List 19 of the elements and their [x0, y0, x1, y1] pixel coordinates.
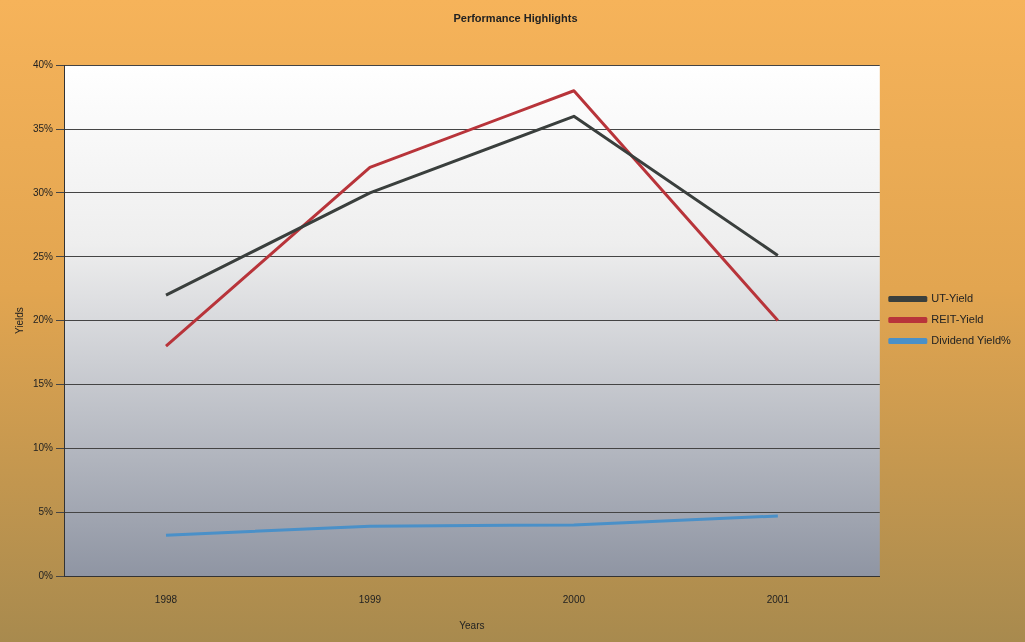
y-tick-label: 35%	[33, 122, 54, 134]
y-tick-label: 10%	[33, 442, 54, 454]
legend-label: REIT-Yield	[931, 313, 984, 326]
y-tick-label: 40%	[33, 58, 54, 70]
x-axis-title: Years	[459, 619, 485, 631]
x-tick-label: 1998	[154, 593, 178, 605]
legend-label: Dividend Yield%	[931, 334, 1012, 347]
x-tick-label: 2001	[766, 593, 790, 605]
y-tick-label: 25%	[33, 250, 54, 262]
x-tick-label: 1999	[358, 593, 382, 605]
y-tick-label: 30%	[33, 186, 54, 198]
y-tick-label: 15%	[33, 378, 54, 390]
chart-title: Performance Highlights	[453, 11, 578, 24]
legend-label: UT-Yield	[931, 292, 974, 305]
y-tick-label: 0%	[38, 569, 54, 581]
y-axis-title: Yields	[13, 307, 25, 335]
x-tick-label: 2000	[562, 593, 586, 605]
y-tick-label: 20%	[33, 314, 54, 326]
y-tick-label: 5%	[38, 505, 54, 517]
